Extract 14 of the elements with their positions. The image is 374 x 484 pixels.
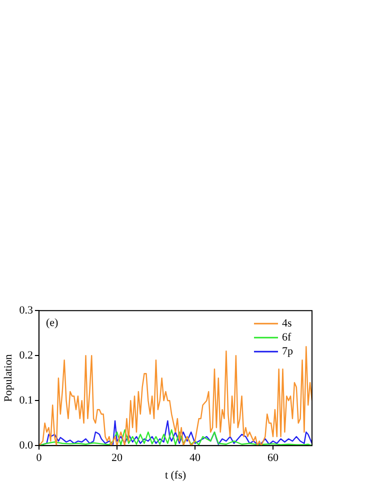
x-tick-label: 20 (111, 452, 123, 464)
y-tick-label: 0.0 (19, 439, 34, 452)
annotation: (e) (46, 316, 58, 329)
legend-label: 4s (282, 317, 292, 330)
legend-label: 7p (282, 345, 294, 358)
legend-label: 6f (282, 331, 292, 344)
x-tick-label: 0 (36, 452, 42, 464)
y-tick-label: 0.2 (19, 349, 33, 362)
x-axis-title: t (fs) (164, 469, 186, 482)
y-axis-title: Population (2, 354, 14, 402)
y-tick-label: 0.1 (19, 394, 33, 406)
y-tick-label: 0.3 (19, 304, 34, 316)
x-tick-label: 40 (189, 452, 201, 464)
x-tick-label: 60 (267, 452, 279, 464)
